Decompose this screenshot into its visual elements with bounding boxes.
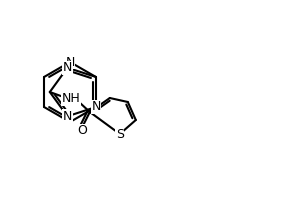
Text: O: O [77, 124, 87, 138]
Text: S: S [116, 128, 124, 140]
Text: N: N [91, 100, 101, 114]
Text: N: N [65, 55, 75, 68]
Text: NH: NH [61, 92, 80, 106]
Text: N: N [63, 110, 72, 123]
Text: N: N [63, 61, 72, 74]
